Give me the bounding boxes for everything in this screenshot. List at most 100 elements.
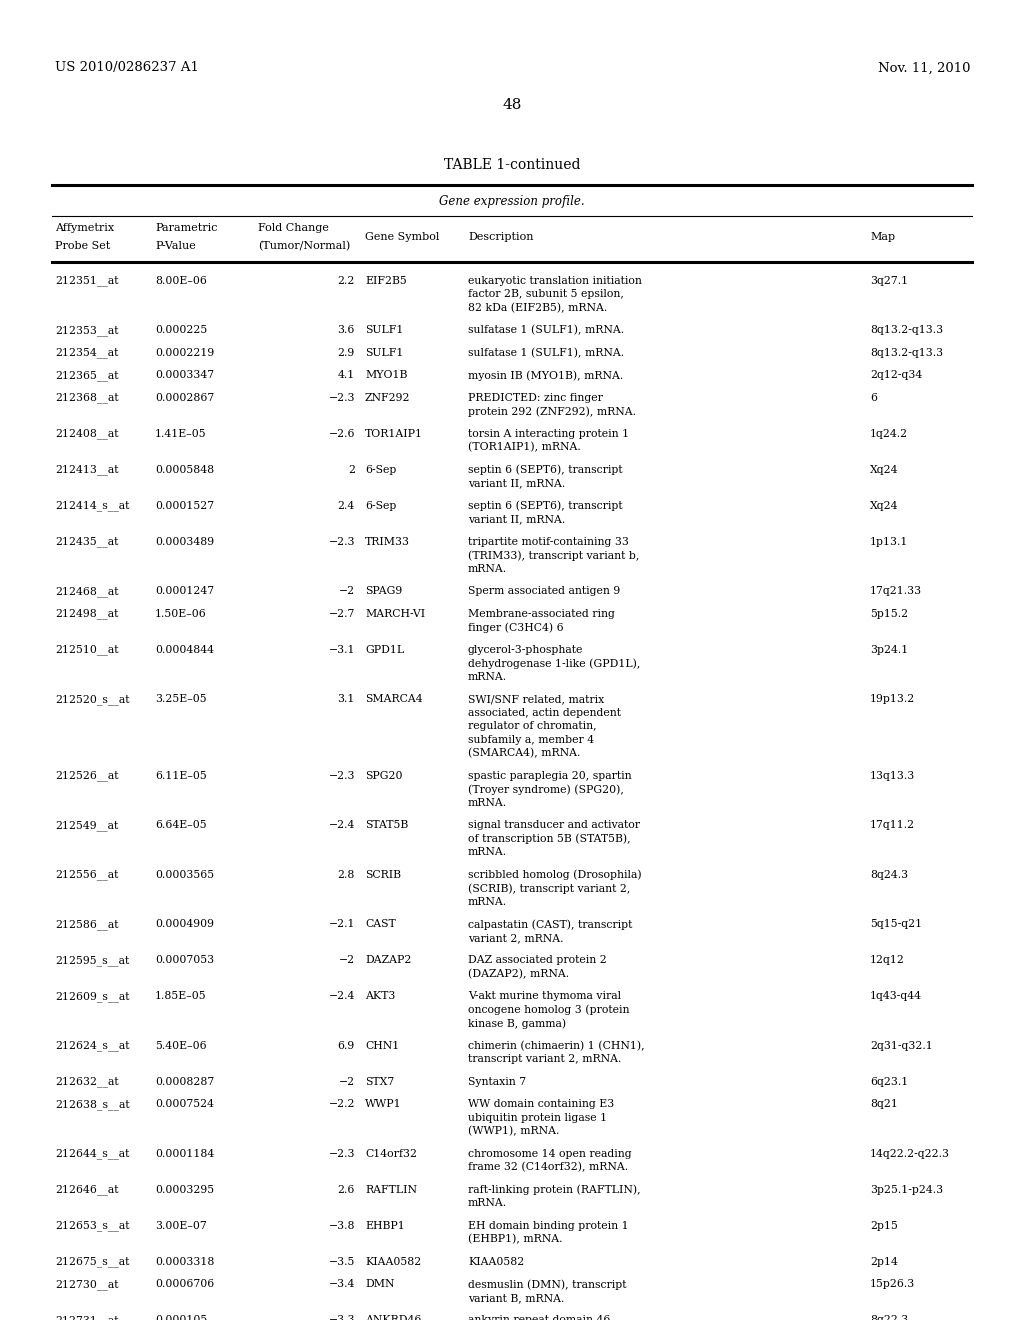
Text: 2q31-q32.1: 2q31-q32.1: [870, 1040, 933, 1051]
Text: 0.0003489: 0.0003489: [155, 537, 214, 546]
Text: Syntaxin 7: Syntaxin 7: [468, 1077, 526, 1086]
Text: finger (C3HC4) 6: finger (C3HC4) 6: [468, 622, 563, 632]
Text: variant 2, mRNA.: variant 2, mRNA.: [468, 933, 563, 942]
Text: SWI/SNF related, matrix: SWI/SNF related, matrix: [468, 694, 604, 705]
Text: 212632__at: 212632__at: [55, 1076, 119, 1088]
Text: −2.6: −2.6: [329, 429, 355, 438]
Text: SCRIB: SCRIB: [365, 870, 401, 879]
Text: chimerin (chimaerin) 1 (CHN1),: chimerin (chimaerin) 1 (CHN1),: [468, 1040, 645, 1051]
Text: 15p26.3: 15p26.3: [870, 1279, 915, 1290]
Text: 212510__at: 212510__at: [55, 644, 119, 655]
Text: 2q12-q34: 2q12-q34: [870, 370, 923, 380]
Text: V-akt murine thymoma viral: V-akt murine thymoma viral: [468, 991, 622, 1002]
Text: C14orf32: C14orf32: [365, 1148, 417, 1159]
Text: dehydrogenase 1-like (GPD1L),: dehydrogenase 1-like (GPD1L),: [468, 657, 640, 668]
Text: 3q27.1: 3q27.1: [870, 276, 908, 285]
Text: 0.0003347: 0.0003347: [155, 370, 214, 380]
Text: 212595_s__at: 212595_s__at: [55, 954, 129, 966]
Text: chromosome 14 open reading: chromosome 14 open reading: [468, 1148, 632, 1159]
Text: 1q24.2: 1q24.2: [870, 429, 908, 438]
Text: −2: −2: [339, 586, 355, 597]
Text: SPAG9: SPAG9: [365, 586, 402, 597]
Text: TRIM33: TRIM33: [365, 537, 410, 546]
Text: 17q11.2: 17q11.2: [870, 820, 915, 830]
Text: 212638_s__at: 212638_s__at: [55, 1098, 130, 1110]
Text: transcript variant 2, mRNA.: transcript variant 2, mRNA.: [468, 1055, 622, 1064]
Text: 3.25E–05: 3.25E–05: [155, 694, 207, 705]
Text: KIAA0582: KIAA0582: [468, 1257, 524, 1267]
Text: 0.0007053: 0.0007053: [155, 956, 214, 965]
Text: 8.00E–06: 8.00E–06: [155, 276, 207, 285]
Text: 212408__at: 212408__at: [55, 429, 119, 440]
Text: ubiquitin protein ligase 1: ubiquitin protein ligase 1: [468, 1113, 607, 1123]
Text: (SMARCA4), mRNA.: (SMARCA4), mRNA.: [468, 748, 581, 759]
Text: glycerol-3-phosphate: glycerol-3-phosphate: [468, 644, 584, 655]
Text: 212549__at: 212549__at: [55, 820, 118, 830]
Text: US 2010/0286237 A1: US 2010/0286237 A1: [55, 62, 199, 74]
Text: DAZ associated protein 2: DAZ associated protein 2: [468, 956, 607, 965]
Text: SPG20: SPG20: [365, 771, 402, 780]
Text: frame 32 (C14orf32), mRNA.: frame 32 (C14orf32), mRNA.: [468, 1162, 628, 1172]
Text: 0.000105: 0.000105: [155, 1315, 207, 1320]
Text: Xq24: Xq24: [870, 500, 898, 511]
Text: mRNA.: mRNA.: [468, 1199, 507, 1208]
Text: EIF2B5: EIF2B5: [365, 276, 407, 285]
Text: 8q21: 8q21: [870, 1100, 898, 1109]
Text: eukaryotic translation initiation: eukaryotic translation initiation: [468, 276, 642, 285]
Text: variant II, mRNA.: variant II, mRNA.: [468, 478, 565, 488]
Text: Map: Map: [870, 232, 895, 242]
Text: 48: 48: [503, 98, 521, 112]
Text: 8q13.2-q13.3: 8q13.2-q13.3: [870, 325, 943, 335]
Text: 6-Sep: 6-Sep: [365, 465, 396, 475]
Text: 8q22.3: 8q22.3: [870, 1315, 908, 1320]
Text: 3p25.1-p24.3: 3p25.1-p24.3: [870, 1185, 943, 1195]
Text: 82 kDa (EIF2B5), mRNA.: 82 kDa (EIF2B5), mRNA.: [468, 302, 607, 313]
Text: 2p14: 2p14: [870, 1257, 898, 1267]
Text: ZNF292: ZNF292: [365, 393, 411, 403]
Text: (TRIM33), transcript variant b,: (TRIM33), transcript variant b,: [468, 550, 639, 561]
Text: 212435__at: 212435__at: [55, 536, 119, 546]
Text: 6.64E–05: 6.64E–05: [155, 820, 207, 830]
Text: septin 6 (SEPT6), transcript: septin 6 (SEPT6), transcript: [468, 465, 623, 475]
Text: 1.50E–06: 1.50E–06: [155, 609, 207, 619]
Text: DMN: DMN: [365, 1279, 394, 1290]
Text: 6.11E–05: 6.11E–05: [155, 771, 207, 780]
Text: raft-linking protein (RAFTLIN),: raft-linking protein (RAFTLIN),: [468, 1184, 641, 1195]
Text: 212675_s__at: 212675_s__at: [55, 1257, 129, 1267]
Text: −3.5: −3.5: [329, 1257, 355, 1267]
Text: 0.0001527: 0.0001527: [155, 500, 214, 511]
Text: 212413__at: 212413__at: [55, 465, 119, 475]
Text: 212730__at: 212730__at: [55, 1279, 119, 1290]
Text: KIAA0582: KIAA0582: [365, 1257, 421, 1267]
Text: mRNA.: mRNA.: [468, 847, 507, 857]
Text: −3.8: −3.8: [329, 1221, 355, 1230]
Text: 2.9: 2.9: [338, 347, 355, 358]
Text: tripartite motif-containing 33: tripartite motif-containing 33: [468, 537, 629, 546]
Text: mRNA.: mRNA.: [468, 564, 507, 574]
Text: (Troyer syndrome) (SPG20),: (Troyer syndrome) (SPG20),: [468, 784, 624, 795]
Text: variant II, mRNA.: variant II, mRNA.: [468, 515, 565, 524]
Text: 19p13.2: 19p13.2: [870, 694, 915, 705]
Text: of transcription 5B (STAT5B),: of transcription 5B (STAT5B),: [468, 833, 631, 843]
Text: 212646__at: 212646__at: [55, 1184, 119, 1195]
Text: 212468__at: 212468__at: [55, 586, 119, 597]
Text: mRNA.: mRNA.: [468, 672, 507, 681]
Text: 212609_s__at: 212609_s__at: [55, 991, 129, 1002]
Text: scribbled homolog (Drosophila): scribbled homolog (Drosophila): [468, 870, 642, 880]
Text: sulfatase 1 (SULF1), mRNA.: sulfatase 1 (SULF1), mRNA.: [468, 325, 624, 335]
Text: subfamily a, member 4: subfamily a, member 4: [468, 735, 594, 744]
Text: 212731__at: 212731__at: [55, 1315, 119, 1320]
Text: SULF1: SULF1: [365, 325, 403, 335]
Text: Membrane-associated ring: Membrane-associated ring: [468, 609, 614, 619]
Text: 0.0002867: 0.0002867: [155, 393, 214, 403]
Text: spastic paraplegia 20, spartin: spastic paraplegia 20, spartin: [468, 771, 632, 780]
Text: 212520_s__at: 212520_s__at: [55, 694, 129, 705]
Text: −2.4: −2.4: [329, 820, 355, 830]
Text: 14q22.2-q22.3: 14q22.2-q22.3: [870, 1148, 950, 1159]
Text: calpastatin (CAST), transcript: calpastatin (CAST), transcript: [468, 919, 633, 929]
Text: −2: −2: [339, 1077, 355, 1086]
Text: 2: 2: [348, 465, 355, 475]
Text: CAST: CAST: [365, 919, 395, 929]
Text: (DAZAP2), mRNA.: (DAZAP2), mRNA.: [468, 969, 569, 979]
Text: Description: Description: [468, 232, 534, 242]
